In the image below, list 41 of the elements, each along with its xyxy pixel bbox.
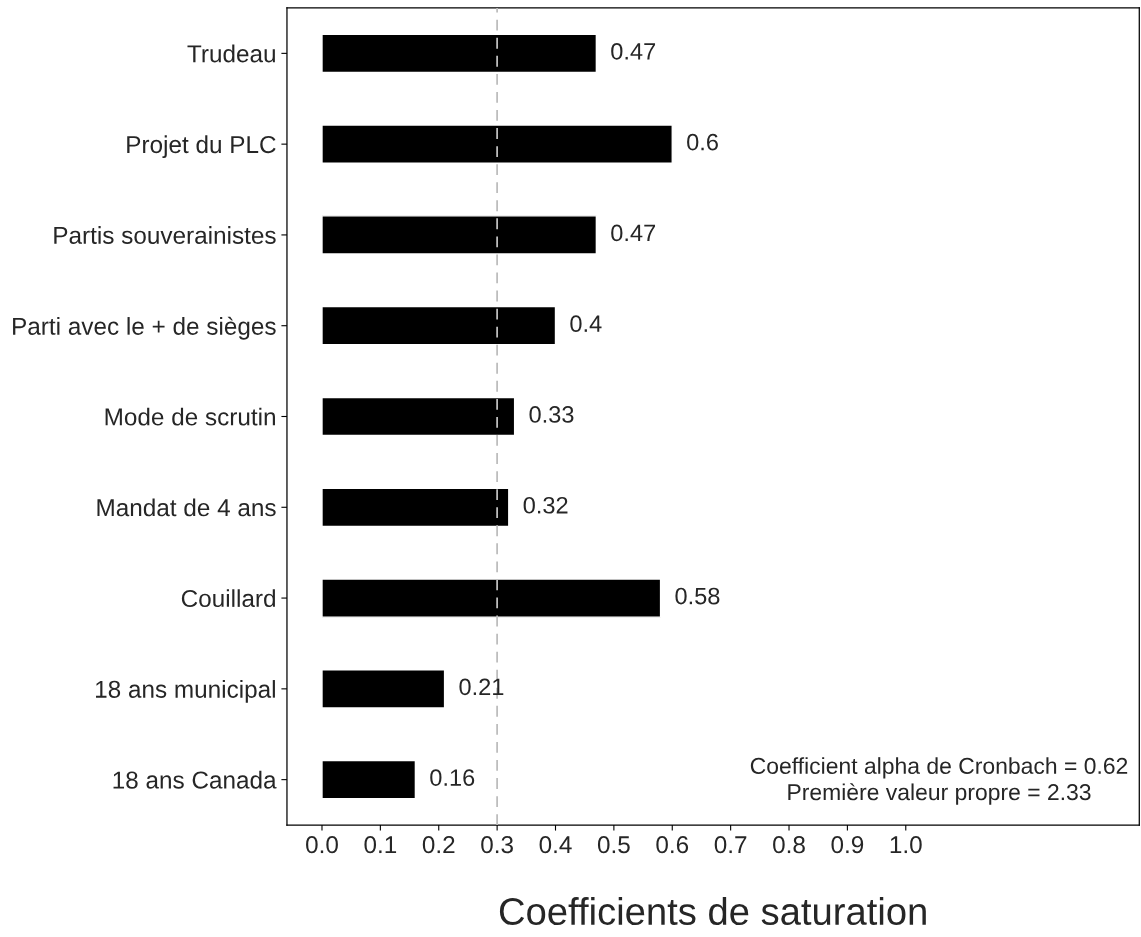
- data-label: 0.21: [459, 678, 504, 696]
- bar: [321, 487, 510, 528]
- data-label: 0.4: [570, 315, 602, 333]
- data-label: 0.6: [687, 133, 718, 151]
- data-label: 0.47: [611, 42, 656, 60]
- data-label: 0.33: [529, 406, 574, 423]
- x-tick-label: 0.2: [422, 836, 455, 854]
- annotation: Première valeur propre = 2.33: [788, 783, 1091, 805]
- bar: [321, 305, 557, 346]
- bar: [321, 759, 417, 800]
- x-tick-label: 0.5: [597, 836, 630, 854]
- y-tick-label: 18 ans municipal: [96, 680, 275, 703]
- data-label: 0.47: [611, 224, 656, 242]
- x-tick-label: 0.9: [831, 836, 864, 854]
- x-tick-label: 0.7: [714, 836, 747, 854]
- x-tick-label: 0.0: [306, 836, 338, 854]
- x-tick-label: 0.3: [481, 836, 513, 854]
- annotation: Coefficient alpha de Cronbach = 0.62: [750, 757, 1128, 779]
- y-tick-label: Trudeau: [187, 44, 275, 63]
- data-label: 0.16: [430, 769, 475, 786]
- y-tick-label: Parti avec le + de sièges: [13, 316, 276, 340]
- x-tick-label: 0.1: [364, 836, 397, 854]
- bar: [321, 578, 662, 618]
- bar: [321, 215, 598, 255]
- bar: [321, 124, 673, 164]
- data-label: 0.32: [523, 496, 568, 514]
- y-tick-label: 18 ans Canada: [113, 770, 277, 789]
- x-tick-label: 1.0: [890, 836, 922, 854]
- x-tick-label: 0.4: [539, 836, 572, 854]
- y-tick-label: Couillard: [181, 589, 275, 608]
- bar: [321, 396, 516, 437]
- x-tick-label: 0.8: [773, 836, 805, 854]
- bar: [321, 33, 598, 74]
- y-tick-label: Mode de scrutin: [105, 407, 275, 426]
- y-tick-label: Projet du PLC: [127, 135, 276, 158]
- bar: [321, 669, 446, 709]
- x-tick-label: 0.6: [656, 836, 689, 854]
- data-label: 0.58: [675, 587, 720, 605]
- y-tick-label: Mandat de 4 ans: [97, 498, 276, 517]
- x-axis-title: Coefficients de saturation: [499, 896, 926, 926]
- y-tick-label: Partis souverainistes: [54, 226, 276, 244]
